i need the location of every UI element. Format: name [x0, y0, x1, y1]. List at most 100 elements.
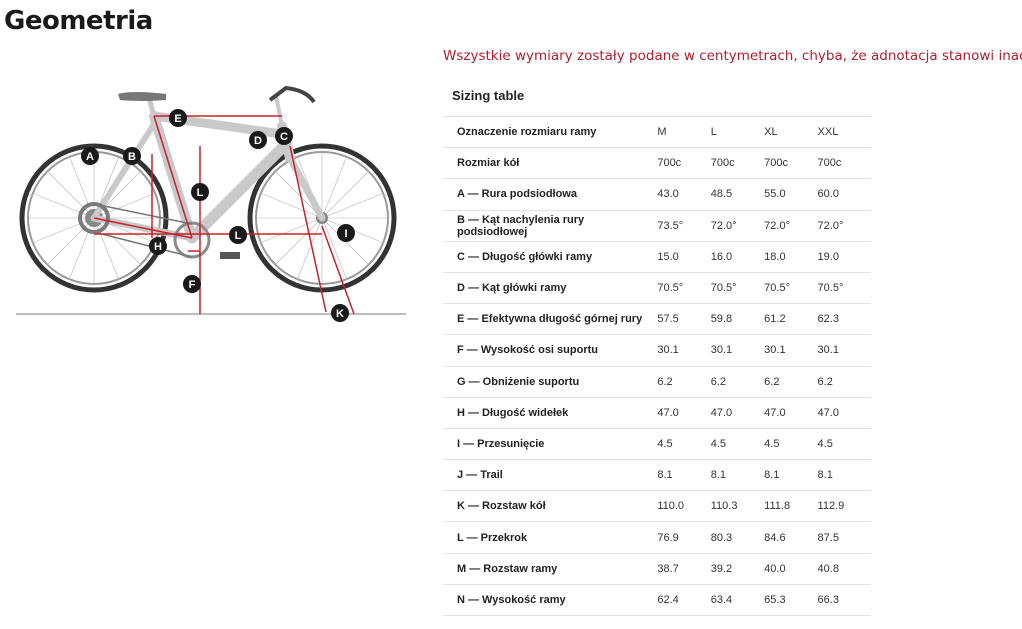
svg-text:C: C [280, 131, 288, 143]
table-row: M — Rozstaw ramy 38.7 39.2 40.0 40.8 [443, 552, 871, 585]
chain-bottom [93, 231, 193, 258]
marker-D: D [249, 131, 267, 149]
value-cell: 43.0 [657, 178, 711, 211]
row-label: D — Kąt główki ramy [443, 271, 658, 304]
row-label: G — Obniżenie suportu [443, 365, 658, 398]
chain-top [93, 203, 193, 225]
value-cell: 40.0 [764, 552, 818, 585]
value-cell: 8.1 [710, 459, 765, 491]
value-cell: 47.0 [657, 396, 711, 429]
value-cell: 73.5° [657, 209, 711, 242]
size-header-cell: L [710, 115, 765, 148]
value-cell: 700c [764, 147, 818, 179]
table-row: I — Przesunięcie 4.5 4.5 4.5 4.5 [443, 427, 871, 460]
table-row: A — Rura podsiodłowa 43.0 48.5 55.0 60.0 [443, 178, 871, 211]
svg-text:B: B [128, 151, 136, 163]
value-cell: 18.0 [764, 240, 818, 273]
value-cell: 30.1 [657, 334, 711, 366]
table-row: C — Długość główki ramy 15.0 16.0 18.0 19.0 [443, 240, 871, 273]
value-cell: 76.9 [657, 521, 711, 554]
table-row: L — Przekrok 76.9 80.3 84.6 87.5 [443, 521, 871, 554]
marker-E: E [169, 109, 187, 127]
row-label: H — Długość widełek [443, 396, 658, 429]
svg-text:D: D [254, 135, 262, 147]
pedal [220, 252, 240, 259]
value-cell: 84.6 [764, 521, 818, 554]
row-label: B — Kąt nachylenia rury podsiodłowej [443, 209, 658, 242]
table-row: Rozmiar kół 700c 700c 700c 700c [443, 147, 871, 179]
value-cell: 4.5 [657, 427, 711, 460]
size-header-cell: XXL [817, 115, 871, 148]
value-cell: 60.0 [817, 178, 871, 211]
value-cell: 48.5 [710, 178, 765, 211]
row-label: K — Rozstaw kół [443, 490, 658, 522]
value-cell: 65.3 [764, 583, 818, 617]
svg-text:L: L [197, 187, 204, 199]
marker-B: B [123, 147, 141, 165]
row-label: N — Wysokość ramy [443, 583, 658, 617]
value-cell: 70.5° [764, 271, 818, 304]
value-cell: 47.0 [764, 396, 818, 429]
value-cell: 112.9 [817, 490, 871, 522]
value-cell: 39.2 [710, 552, 765, 585]
value-cell: 30.1 [710, 334, 765, 366]
table-caption: Sizing table [452, 88, 525, 103]
value-cell: 8.1 [764, 459, 818, 491]
svg-text:A: A [86, 151, 94, 163]
marker-F: F [183, 275, 201, 293]
value-cell: 6.2 [817, 365, 871, 398]
value-cell: 47.0 [817, 396, 871, 429]
sizing-table: Oznaczenie rozmiaru ramy M L XL XXL Rozm… [443, 115, 871, 617]
row-label: E — Efektywna długość górnej rury [443, 303, 658, 335]
table-row: J — Trail 8.1 8.1 8.1 8.1 [443, 459, 871, 491]
row-label: I — Przesunięcie [443, 427, 658, 460]
bike-geometry-diagram: A B C D E F H I K L L [16, 85, 406, 322]
value-cell: 38.7 [657, 552, 711, 585]
value-cell: 110.0 [657, 490, 711, 522]
value-cell: 47.0 [710, 396, 765, 429]
marker-I: I [337, 224, 355, 242]
value-cell: 30.1 [817, 334, 871, 366]
value-cell: 59.8 [710, 303, 765, 335]
value-cell: 16.0 [710, 240, 765, 273]
value-cell: 70.5° [710, 271, 765, 304]
row-label: J — Trail [443, 459, 658, 491]
table-row: F — Wysokość osi suportu 30.1 30.1 30.1 30.1 [443, 334, 871, 366]
value-cell: 700c [710, 147, 765, 179]
value-cell: 57.5 [657, 303, 711, 335]
svg-text:I: I [344, 228, 347, 240]
row-label: Rozmiar kół [443, 147, 658, 179]
value-cell: 6.2 [657, 365, 711, 398]
value-cell: 6.2 [764, 365, 818, 398]
value-cell: 62.3 [817, 303, 871, 335]
handlebar [268, 85, 316, 104]
value-cell: 15.0 [657, 240, 711, 273]
value-cell: 55.0 [764, 178, 818, 211]
row-label: L — Przekrok [443, 521, 658, 554]
value-cell: 63.4 [710, 583, 765, 617]
svg-text:L: L [235, 230, 242, 242]
value-cell: 111.8 [764, 490, 818, 522]
svg-text:H: H [154, 241, 162, 253]
value-cell: 110.3 [710, 490, 765, 522]
row-label: M — Rozstaw ramy [443, 552, 658, 585]
value-cell: 700c [817, 147, 871, 179]
table-row: B — Kąt nachylenia rury podsiodłowej 73.5… [443, 209, 871, 242]
value-cell: 30.1 [764, 334, 818, 366]
value-cell: 87.5 [817, 521, 871, 554]
value-cell: 6.2 [710, 365, 765, 398]
svg-text:K: K [336, 308, 344, 320]
table-header-row: Oznaczenie rozmiaru ramy M L XL XXL [443, 115, 871, 148]
value-cell: 19.0 [817, 240, 871, 273]
value-cell: 62.4 [657, 583, 711, 617]
marker-J: K [331, 304, 349, 322]
value-cell: 66.3 [817, 583, 871, 617]
value-cell: 72.0° [764, 209, 818, 242]
svg-text:F: F [189, 279, 196, 291]
table-row: H — Długość widełek 47.0 47.0 47.0 47.0 [443, 396, 871, 429]
value-cell: 61.2 [764, 303, 818, 335]
header-label: Oznaczenie rozmiaru ramy [443, 115, 658, 148]
value-cell: 4.5 [817, 427, 871, 460]
table-row: D — Kąt główki ramy 70.5° 70.5° 70.5° 70.5° [443, 271, 871, 304]
row-label: C — Długość główki ramy [443, 240, 658, 273]
